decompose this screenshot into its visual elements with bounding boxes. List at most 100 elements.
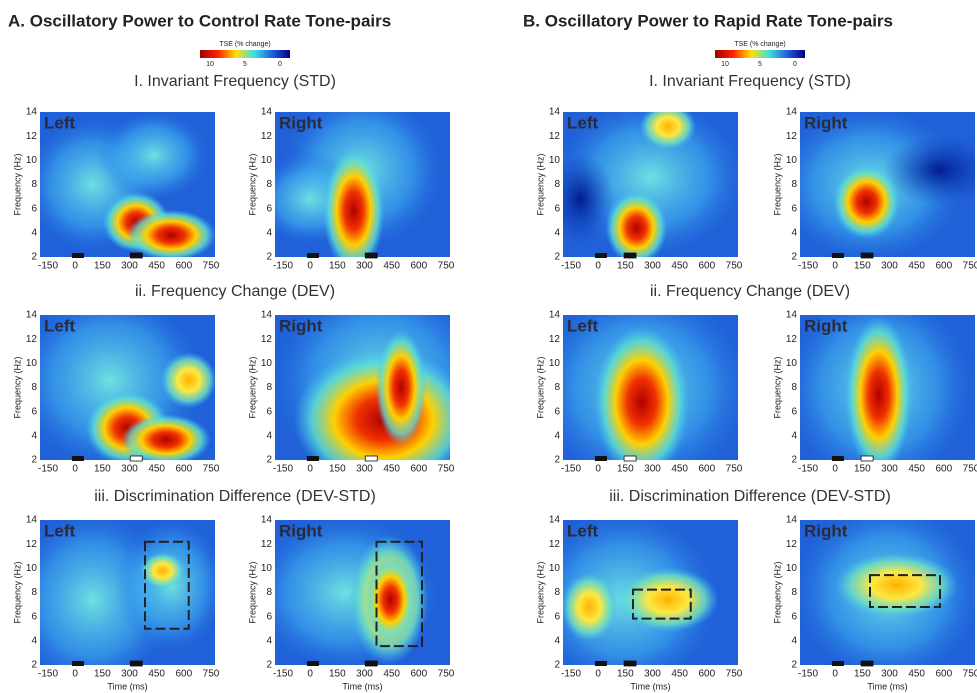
- y-tick-label: 10: [26, 563, 38, 574]
- y-tick-label: 8: [31, 587, 37, 598]
- y-tick-label: 10: [786, 155, 798, 166]
- y-tick-label: 12: [261, 131, 273, 142]
- power-blob: [884, 135, 975, 205]
- y-tick-label: 4: [31, 227, 37, 238]
- y-tick-label: 2: [31, 455, 37, 466]
- x-tick-label: 750: [726, 464, 743, 475]
- stimulus-marker: [129, 252, 143, 259]
- y-tick-label: 2: [266, 455, 272, 466]
- x-tick-label: 600: [698, 669, 715, 680]
- y-tick-label: 12: [549, 334, 561, 345]
- row-title: I. Invariant Frequency (STD): [134, 73, 336, 90]
- x-tick-label: 300: [356, 464, 373, 475]
- y-tick-label: 6: [266, 406, 272, 417]
- y-tick-label: 14: [786, 310, 798, 321]
- y-axis-label: Frequency (Hz): [247, 153, 257, 215]
- x-tick-label: -150: [273, 669, 293, 680]
- y-tick-label: 14: [261, 515, 273, 526]
- y-axis-label: Frequency (Hz): [772, 561, 782, 623]
- stimulus-marker: [129, 455, 143, 462]
- x-tick-label: 0: [595, 669, 601, 680]
- y-tick-label: 10: [26, 358, 38, 369]
- y-tick-label: 14: [549, 515, 561, 526]
- x-tick-label: 0: [832, 669, 838, 680]
- power-blob: [365, 557, 416, 642]
- heatmap: [563, 315, 738, 460]
- x-tick-label: 300: [356, 669, 373, 680]
- heatmap: [40, 520, 215, 665]
- y-tick-label: 6: [791, 406, 797, 417]
- x-tick-label: 600: [935, 261, 952, 272]
- heatmap: [563, 520, 738, 665]
- power-blob: [563, 572, 618, 642]
- x-tick-label: 600: [935, 669, 952, 680]
- y-tick-label: 12: [549, 539, 561, 550]
- y-tick-label: 10: [549, 563, 561, 574]
- power-blob: [160, 352, 215, 409]
- x-tick-label: 450: [383, 669, 400, 680]
- x-tick-label: 750: [203, 669, 220, 680]
- x-tick-label: 300: [644, 261, 661, 272]
- x-tick-label: 0: [307, 261, 313, 272]
- panel-label: Left: [44, 521, 76, 540]
- x-tick-label: 150: [617, 261, 634, 272]
- x-tick-label: 300: [121, 464, 138, 475]
- y-tick-label: 8: [31, 179, 37, 190]
- x-tick-label: 150: [854, 464, 871, 475]
- stimulus-marker: [594, 661, 607, 666]
- y-tick-label: 2: [554, 252, 560, 263]
- stimulus-marker: [129, 660, 143, 667]
- power-blob: [322, 147, 385, 257]
- panel-label: Right: [279, 113, 323, 132]
- stimulus-marker: [71, 253, 84, 258]
- y-tick-label: 8: [791, 179, 797, 190]
- power-blob: [97, 112, 210, 202]
- x-tick-label: 450: [671, 261, 688, 272]
- stimulus-marker: [594, 253, 607, 258]
- x-tick-label: 450: [148, 669, 165, 680]
- x-tick-label: 300: [121, 669, 138, 680]
- y-tick-label: 12: [786, 131, 798, 142]
- heatmap: [800, 315, 975, 460]
- y-tick-label: 8: [554, 382, 560, 393]
- y-axis-label: Frequency (Hz): [12, 561, 22, 623]
- y-tick-label: 12: [261, 334, 273, 345]
- y-tick-label: 12: [26, 539, 38, 550]
- x-axis-label: Time (ms): [342, 681, 382, 691]
- power-blob: [834, 552, 958, 618]
- x-tick-label: 450: [148, 261, 165, 272]
- y-tick-label: 6: [266, 203, 272, 214]
- x-tick-label: -150: [561, 261, 581, 272]
- x-tick-label: 450: [148, 464, 165, 475]
- stimulus-marker: [71, 456, 84, 461]
- x-tick-label: 450: [671, 669, 688, 680]
- y-tick-label: 14: [786, 107, 798, 118]
- x-tick-label: 450: [383, 464, 400, 475]
- y-tick-label: 14: [549, 310, 561, 321]
- x-tick-label: 300: [356, 261, 373, 272]
- y-axis-label: Frequency (Hz): [772, 153, 782, 215]
- y-tick-label: 14: [786, 515, 798, 526]
- x-tick-label: -150: [273, 464, 293, 475]
- y-axis-label: Frequency (Hz): [12, 153, 22, 215]
- panel-label: Left: [44, 113, 76, 132]
- x-tick-label: 450: [908, 669, 925, 680]
- x-tick-label: 600: [175, 464, 192, 475]
- x-tick-label: 0: [72, 669, 78, 680]
- y-tick-label: 2: [554, 660, 560, 671]
- power-blob: [126, 209, 215, 257]
- stimulus-marker: [831, 661, 844, 666]
- power-blob: [563, 152, 615, 246]
- x-tick-label: 150: [329, 464, 346, 475]
- colorbar-tick: 10: [206, 61, 214, 68]
- y-tick-label: 10: [261, 358, 273, 369]
- power-blob: [617, 567, 719, 633]
- x-tick-label: 150: [329, 669, 346, 680]
- x-tick-label: 450: [383, 261, 400, 272]
- power-blob: [594, 325, 690, 460]
- x-tick-label: 300: [644, 464, 661, 475]
- y-axis-label: Frequency (Hz): [535, 561, 545, 623]
- x-axis-label: Time (ms): [867, 681, 907, 691]
- x-tick-label: 300: [881, 464, 898, 475]
- power-blob: [845, 315, 913, 460]
